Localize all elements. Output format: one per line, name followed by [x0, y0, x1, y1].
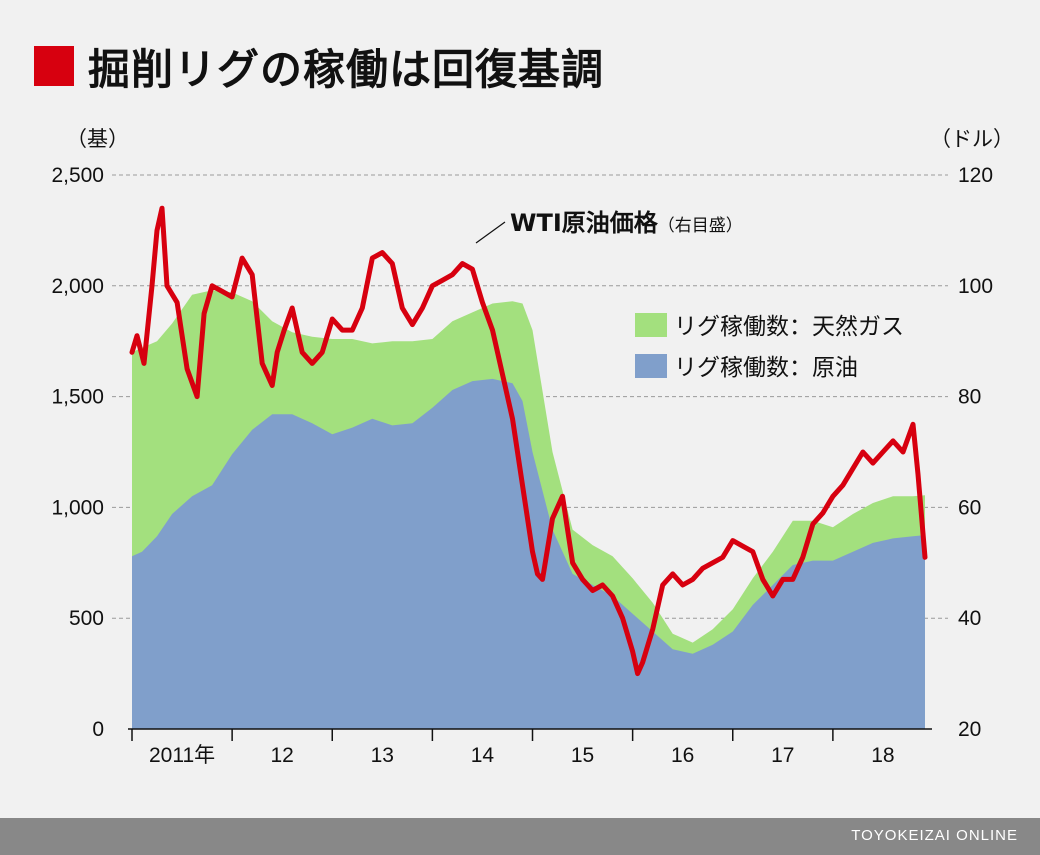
wti-price-line [129, 205, 928, 677]
legend-label-gas: リグ稼働数：天然ガス [674, 314, 904, 340]
legend: リグ稼働数：天然ガス リグ稼働数：原油 [635, 313, 904, 381]
left-axis-unit: （基） [66, 128, 129, 151]
right-tick-label: 120 [958, 164, 993, 187]
legend-swatch-oil [635, 354, 667, 378]
wti-annotation-suffix: （右目盛） [658, 216, 743, 236]
footer-brand: TOYOKEIZAI ONLINE [851, 827, 1018, 844]
left-tick-label: 0 [92, 718, 104, 741]
right-tick-label: 60 [958, 496, 981, 519]
x-tick-label: 2011年 [149, 744, 215, 767]
left-tick-label: 2,500 [51, 164, 104, 187]
left-tick-label: 2,000 [51, 275, 104, 298]
x-tick-label: 13 [371, 744, 394, 767]
right-tick-label: 20 [958, 718, 981, 741]
wti-annotation: WTI原油価格（右目盛） [475, 209, 743, 244]
x-tick-label: 16 [671, 744, 694, 767]
right-tick-label: 100 [958, 275, 993, 298]
title-marker [34, 46, 74, 86]
x-tick-label: 18 [871, 744, 894, 767]
left-tick-label: 1,500 [51, 386, 104, 409]
x-tick-labels: 2011年 12 13 14 15 16 17 18 [149, 744, 895, 767]
right-axis: 20 40 60 80 100 120 [958, 164, 993, 741]
left-tick-label: 500 [69, 607, 104, 630]
x-tick-label: 15 [571, 744, 594, 767]
x-tick-label: 12 [271, 744, 294, 767]
wti-annotation-name: WTI原油価格 [510, 209, 659, 237]
x-axis [128, 728, 932, 741]
footer-bar: TOYOKEIZAI ONLINE [0, 818, 1040, 855]
wti-line-layer [129, 205, 928, 677]
wti-annotation-leader [475, 221, 506, 244]
left-axis: 0 500 1,000 1,500 2,000 2,500 [51, 164, 104, 741]
x-tick-label: 14 [471, 744, 495, 767]
legend-swatch-gas [635, 313, 667, 337]
wti-annotation-label: WTI原油価格（右目盛） [510, 209, 743, 237]
legend-label-oil: リグ稼働数：原油 [674, 355, 858, 381]
x-tick-label: 17 [771, 744, 794, 767]
right-tick-label: 80 [958, 386, 981, 409]
chart-title: 掘削リグの稼働は回復基調 [88, 44, 605, 94]
right-tick-label: 40 [958, 607, 981, 630]
area-oil-rigs [132, 378, 925, 729]
left-tick-label: 1,000 [51, 496, 104, 519]
right-axis-unit: （ドル） [930, 128, 1014, 151]
title-row: 掘削リグの稼働は回復基調 [34, 36, 604, 96]
